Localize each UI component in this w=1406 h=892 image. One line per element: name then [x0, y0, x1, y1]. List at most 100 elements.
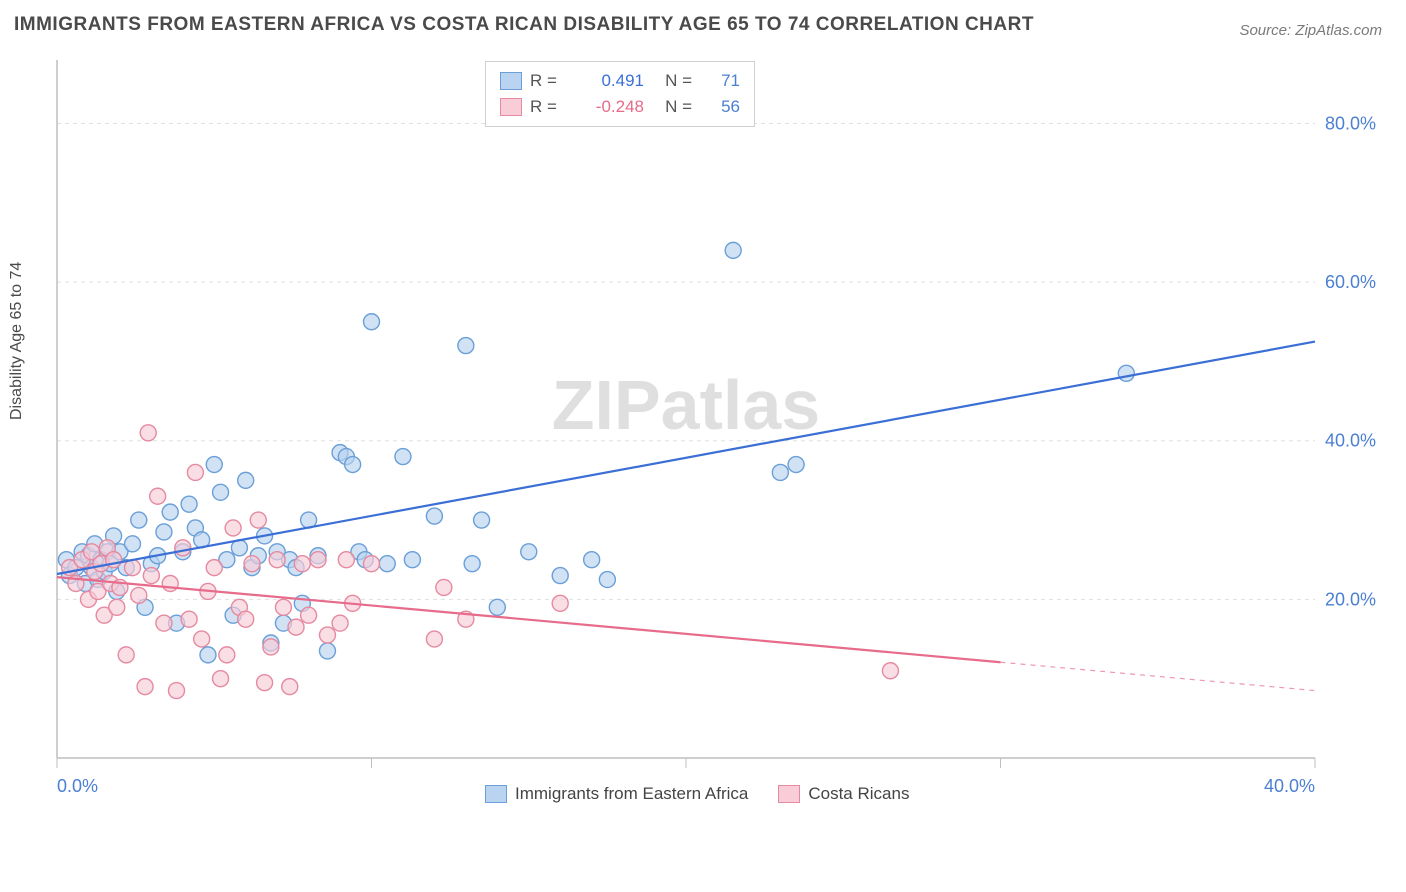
y-axis-label: Disability Age 65 to 74	[8, 262, 26, 420]
legend-item: Costa Ricans	[778, 784, 909, 804]
data-point	[395, 449, 411, 465]
data-point	[181, 611, 197, 627]
trend-line-extrapolated	[1001, 662, 1316, 690]
correlation-legend: R = 0.491 N = 71 R = -0.248 N = 56	[485, 61, 755, 127]
legend-swatch	[778, 785, 800, 803]
source-attribution: Source: ZipAtlas.com	[1239, 22, 1382, 39]
data-point	[131, 512, 147, 528]
data-point	[489, 599, 505, 615]
data-point	[1118, 365, 1134, 381]
data-point	[332, 615, 348, 631]
n-value: 56	[700, 97, 740, 117]
data-point	[200, 647, 216, 663]
data-point	[319, 643, 335, 659]
data-point	[156, 524, 172, 540]
data-point	[238, 472, 254, 488]
data-point	[338, 552, 354, 568]
watermark: ZIPatlas	[552, 366, 820, 444]
n-label: N =	[658, 97, 692, 117]
chart-title: IMMIGRANTS FROM EASTERN AFRICA VS COSTA …	[14, 14, 1034, 36]
plot-area: 20.0% 40.0% 60.0% 80.0% 0.0% 40.0% ZIPatlas R …	[55, 58, 1385, 808]
x-tick-label: 0.0%	[57, 776, 98, 796]
data-point	[436, 579, 452, 595]
data-point	[379, 556, 395, 572]
data-point	[213, 671, 229, 687]
data-point	[118, 647, 134, 663]
data-point	[162, 504, 178, 520]
legend-row: R = -0.248 N = 56	[500, 94, 740, 120]
y-tick-label: 40.0%	[1325, 431, 1376, 451]
legend-row: R = 0.491 N = 71	[500, 68, 740, 94]
data-point	[124, 536, 140, 552]
data-point	[426, 508, 442, 524]
data-point	[187, 464, 203, 480]
data-point	[310, 552, 326, 568]
data-point	[474, 512, 490, 528]
data-point	[143, 568, 159, 584]
data-point	[345, 457, 361, 473]
data-point	[263, 639, 279, 655]
r-label: R =	[530, 97, 566, 117]
data-point	[788, 457, 804, 473]
y-tick-label: 80.0%	[1325, 113, 1376, 133]
x-tick-label: 40.0%	[1264, 776, 1315, 796]
data-point	[244, 556, 260, 572]
r-label: R =	[530, 71, 566, 91]
data-point	[109, 599, 125, 615]
data-point	[521, 544, 537, 560]
data-point	[250, 512, 266, 528]
y-tick-label: 20.0%	[1325, 589, 1376, 609]
data-point	[131, 587, 147, 603]
data-point	[206, 457, 222, 473]
data-point	[140, 425, 156, 441]
data-point	[282, 679, 298, 695]
data-point	[294, 556, 310, 572]
data-point	[364, 556, 380, 572]
data-point	[238, 611, 254, 627]
data-point	[137, 679, 153, 695]
data-point	[364, 314, 380, 330]
data-point	[772, 464, 788, 480]
legend-swatch	[500, 72, 522, 90]
data-point	[213, 484, 229, 500]
data-point	[194, 631, 210, 647]
n-label: N =	[658, 71, 692, 91]
data-point	[225, 520, 241, 536]
data-point	[175, 540, 191, 556]
data-point	[169, 683, 185, 699]
legend-swatch	[485, 785, 507, 803]
data-point	[458, 338, 474, 354]
data-point	[156, 615, 172, 631]
data-point	[257, 675, 273, 691]
data-point	[181, 496, 197, 512]
data-point	[219, 647, 235, 663]
data-point	[584, 552, 600, 568]
legend-label: Costa Ricans	[808, 784, 909, 804]
trend-line	[57, 577, 1001, 662]
data-point	[150, 488, 166, 504]
data-point	[552, 595, 568, 611]
data-point	[882, 663, 898, 679]
data-point	[426, 631, 442, 647]
n-value: 71	[700, 71, 740, 91]
legend-item: Immigrants from Eastern Africa	[485, 784, 748, 804]
data-point	[269, 552, 285, 568]
series-legend: Immigrants from Eastern Africa Costa Rica…	[485, 784, 909, 804]
data-point	[552, 568, 568, 584]
data-point	[301, 607, 317, 623]
legend-swatch	[500, 98, 522, 116]
chart-container: IMMIGRANTS FROM EASTERN AFRICA VS COSTA …	[0, 0, 1406, 892]
r-value: 0.491	[574, 71, 644, 91]
y-tick-label: 60.0%	[1325, 272, 1376, 292]
scatter-plot-svg: 20.0% 40.0% 60.0% 80.0% 0.0% 40.0% ZIPatlas	[55, 58, 1385, 808]
legend-label: Immigrants from Eastern Africa	[515, 784, 748, 804]
data-point	[162, 576, 178, 592]
data-point	[206, 560, 222, 576]
data-point	[288, 619, 304, 635]
r-value: -0.248	[574, 97, 644, 117]
data-point	[725, 242, 741, 258]
data-point	[275, 599, 291, 615]
data-point	[404, 552, 420, 568]
data-point	[599, 572, 615, 588]
data-point	[464, 556, 480, 572]
